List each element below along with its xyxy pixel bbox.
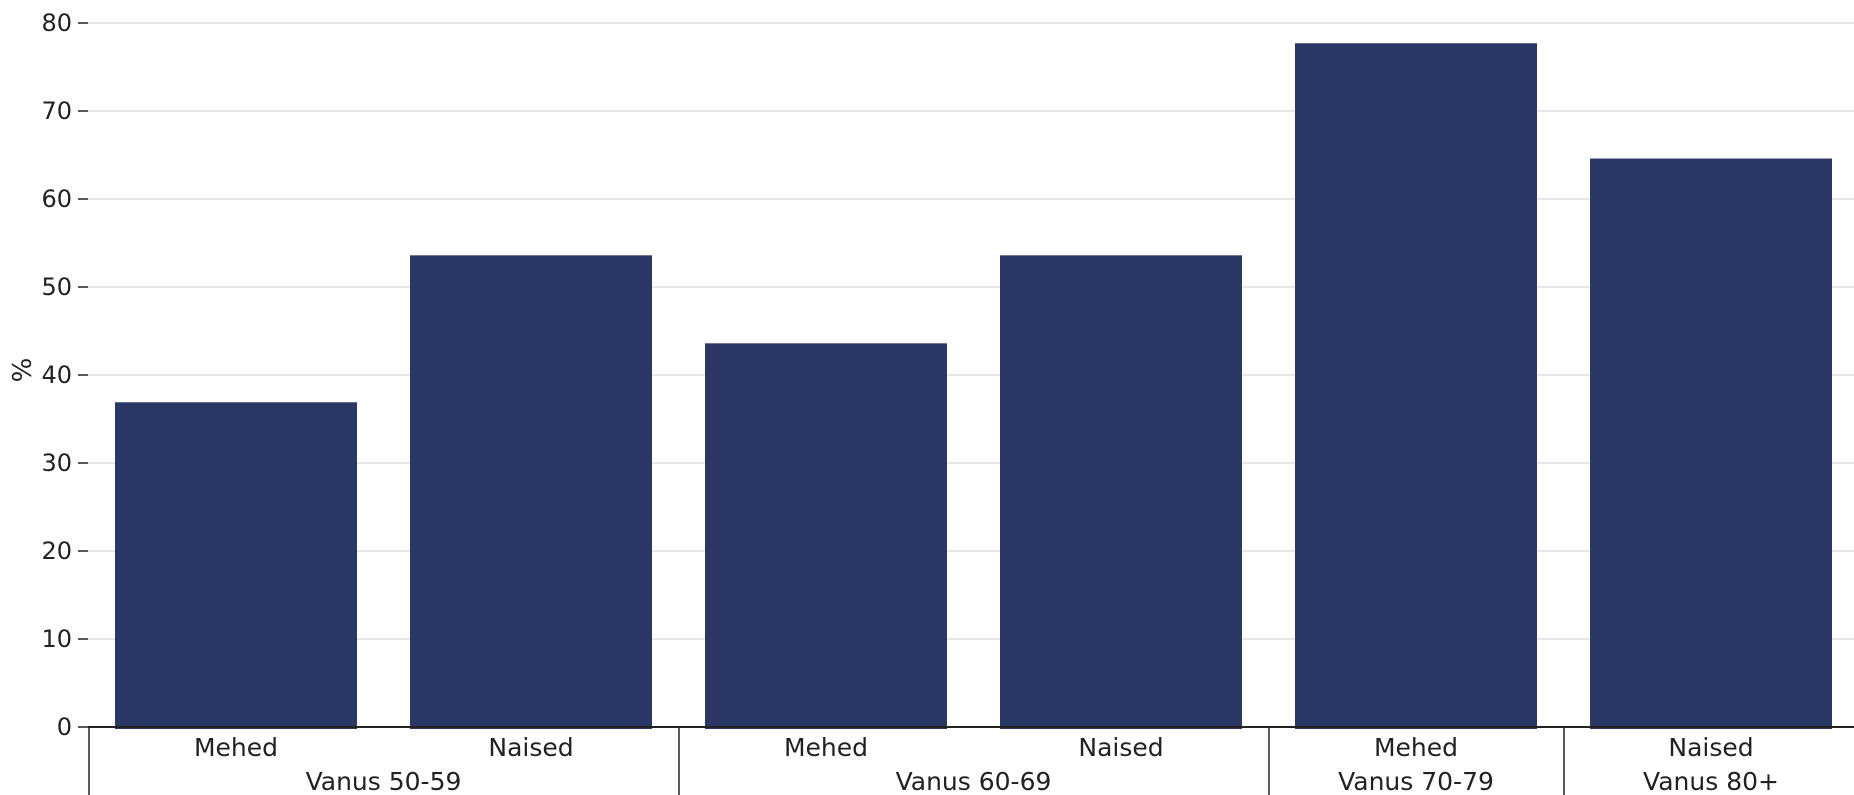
y-tick-label: 40 [41, 361, 72, 389]
y-axis-label: % [8, 358, 38, 383]
bars [115, 43, 1832, 730]
y-tick-label: 30 [41, 449, 72, 477]
y-tick-label: 0 [57, 713, 72, 741]
bar [115, 402, 357, 729]
bar [1295, 43, 1537, 730]
y-tick-label: 50 [41, 273, 72, 301]
y-tick-label: 20 [41, 537, 72, 565]
x-category-label: Mehed [784, 733, 868, 762]
y-tick-label: 80 [41, 9, 72, 37]
y-tick-label: 60 [41, 185, 72, 213]
x-group-label: Vanus 50-59 [306, 767, 462, 795]
gridlines [88, 22, 1854, 640]
bar [1590, 158, 1832, 729]
x-axis: Mehed Naised Mehed Naised Mehed Naised Vanus 5… [88, 726, 1854, 795]
y-tick-label: 10 [41, 625, 72, 653]
x-group-label: Vanus 70-79 [1338, 767, 1494, 795]
x-category-label: Mehed [1374, 733, 1458, 762]
x-group-label: Vanus 60-69 [896, 767, 1052, 795]
bar [1000, 255, 1242, 729]
x-category-label: Naised [488, 733, 573, 762]
bar [410, 255, 652, 729]
x-group-label: Vanus 80+ [1643, 767, 1779, 795]
y-axis: 0 10 20 30 40 50 60 70 80 [41, 9, 88, 741]
bar [705, 343, 947, 729]
x-category-label: Naised [1078, 733, 1163, 762]
y-tick-label: 70 [41, 97, 72, 125]
x-category-label: Naised [1668, 733, 1753, 762]
x-category-label: Mehed [194, 733, 278, 762]
